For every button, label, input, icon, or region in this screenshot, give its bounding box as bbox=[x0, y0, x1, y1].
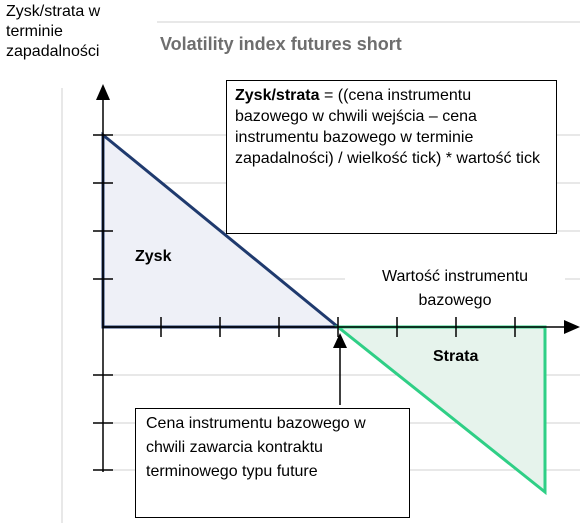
loss-label: Strata bbox=[433, 348, 479, 365]
formula-text: = ((cena instrumentu bazowego w chwili w… bbox=[235, 87, 540, 167]
entry-note: Cena instrumentu bazowego w chwili zawar… bbox=[135, 408, 410, 518]
x-arrow bbox=[564, 320, 580, 334]
profit-label: Zysk bbox=[135, 248, 172, 265]
y-arrow bbox=[96, 84, 110, 100]
y-axis-label: Zysk/strata w terminie zapadalności bbox=[6, 3, 101, 60]
x-axis-label: Wartość instrumentu bazowego bbox=[345, 265, 565, 313]
title: Volatility index futures short bbox=[160, 34, 402, 54]
formula-box: Zysk/strata = ((cena instrumentu bazoweg… bbox=[226, 80, 557, 234]
entry-arrowhead bbox=[333, 333, 347, 348]
formula-label: Zysk/strata bbox=[235, 87, 320, 104]
axes bbox=[93, 95, 568, 472]
